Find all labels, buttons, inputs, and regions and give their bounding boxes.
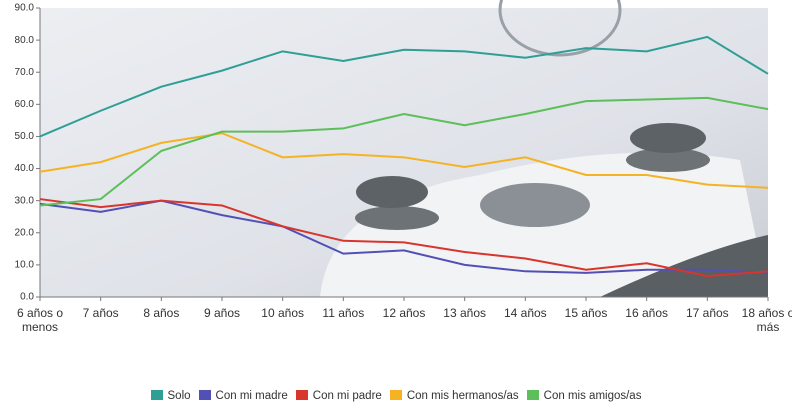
x-tick-label: 6 años o menos (16, 306, 64, 334)
x-tick-label: 7 años (82, 306, 119, 320)
legend-item: Con mis amigos/as (526, 390, 642, 402)
legend-label: Con mis hermanos/as (406, 390, 519, 402)
y-tick-label: 70.0 (15, 67, 35, 78)
legend-swatch (526, 390, 539, 400)
x-tick-label: 8 años (143, 306, 180, 320)
x-tick-label: 10 años (261, 306, 304, 320)
legend-item: Con mi padre (295, 390, 382, 402)
y-tick-label: 90.0 (15, 3, 35, 14)
decoration (600, 235, 768, 297)
legend: Solo Con mi madre Con mi padre Con mis herm… (0, 390, 792, 402)
x-tick-label: 13 años (443, 306, 486, 320)
decoration (356, 176, 428, 208)
legend-item: Solo (150, 390, 191, 402)
series-line (39, 35, 769, 138)
legend-swatch (295, 390, 308, 400)
y-tick-label: 60.0 (15, 99, 35, 110)
y-tick-label: 50.0 (15, 131, 35, 142)
decoration (498, 0, 622, 57)
decoration (626, 148, 710, 172)
series-line (39, 96, 769, 207)
x-tick-label: 16 años (625, 306, 668, 320)
decoration (355, 206, 439, 230)
y-tick-label: 80.0 (15, 35, 35, 46)
x-tick-label: 15 años (564, 306, 608, 320)
legend-label: Solo (167, 390, 191, 402)
legend-label: Con mi padre (312, 390, 382, 402)
legend-swatch (198, 390, 211, 400)
x-tick-label: 17 años (685, 306, 729, 320)
decoration (480, 183, 590, 227)
y-tick-label: 0.0 (20, 292, 34, 303)
x-tick-label: 18 años o más (741, 306, 792, 334)
y-tick-label: 10.0 (15, 260, 35, 271)
decoration (630, 123, 706, 153)
x-tick-label: 11 años (322, 306, 365, 320)
series-line (39, 198, 769, 278)
legend-swatch (150, 390, 163, 400)
x-tick-label: 12 años (382, 306, 426, 320)
legend-item: Con mis hermanos/as (389, 390, 519, 402)
legend-label: Con mis amigos/as (543, 390, 642, 402)
series-line (39, 132, 769, 189)
legend-swatch (389, 390, 402, 400)
legend-label: Con mi madre (215, 390, 288, 402)
legend-item: Con mi madre (198, 390, 288, 402)
x-tick-label: 9 años (203, 306, 241, 320)
x-tick-label: 14 años (503, 306, 547, 320)
y-tick-label: 30.0 (15, 195, 35, 206)
y-tick-label: 40.0 (15, 163, 35, 174)
y-tick-label: 20.0 (15, 227, 35, 238)
